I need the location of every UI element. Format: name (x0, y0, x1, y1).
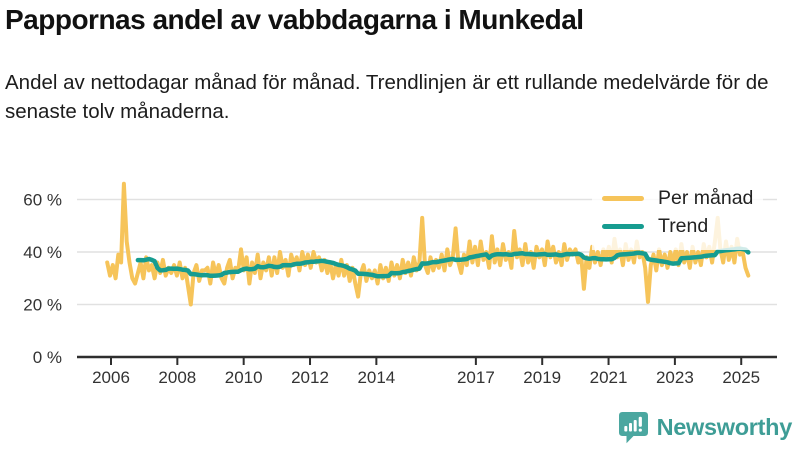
speech-bubble-bar-chart-icon (618, 412, 648, 444)
legend-label: Per månad (658, 187, 754, 209)
x-axis-tick-label: 2006 (92, 368, 130, 387)
newsworthy-logo: Newsworthy (618, 411, 792, 444)
y-axis-tick-label: 20 % (23, 296, 62, 315)
x-axis-tick-label: 2019 (523, 368, 561, 387)
x-axis-tick-label: 2010 (225, 368, 263, 387)
trend-line-swatch (602, 224, 644, 229)
x-axis-tick-label: 2025 (722, 368, 760, 387)
x-axis-tick-label: 2023 (656, 368, 694, 387)
y-axis-tick-label: 0 % (33, 348, 62, 367)
x-axis-tick-label: 2014 (357, 368, 395, 387)
per-manad-line-swatch (602, 196, 644, 201)
legend-item-trend: Trend (602, 215, 753, 238)
page-title: Pappornas andel av vabbdagarna i Munkeda… (5, 4, 584, 35)
chart-subtitle: Andel av nettodagar månad för månad. Tre… (5, 71, 769, 124)
x-axis-tick-label: 2017 (457, 368, 495, 387)
x-axis-tick-label: 2012 (291, 368, 329, 387)
trend-line (135, 246, 751, 279)
brand-name: Newsworthy (656, 414, 793, 440)
y-axis-tick-label: 60 % (23, 191, 62, 210)
legend-item-per-manad: Per månad (602, 187, 753, 210)
legend-label: Trend (658, 215, 709, 237)
chart-legend: Per månad Trend (592, 177, 764, 250)
x-axis-tick-label: 2021 (590, 368, 628, 387)
y-axis-tick-label: 40 % (23, 243, 62, 262)
x-axis-tick-label: 2008 (158, 368, 196, 387)
